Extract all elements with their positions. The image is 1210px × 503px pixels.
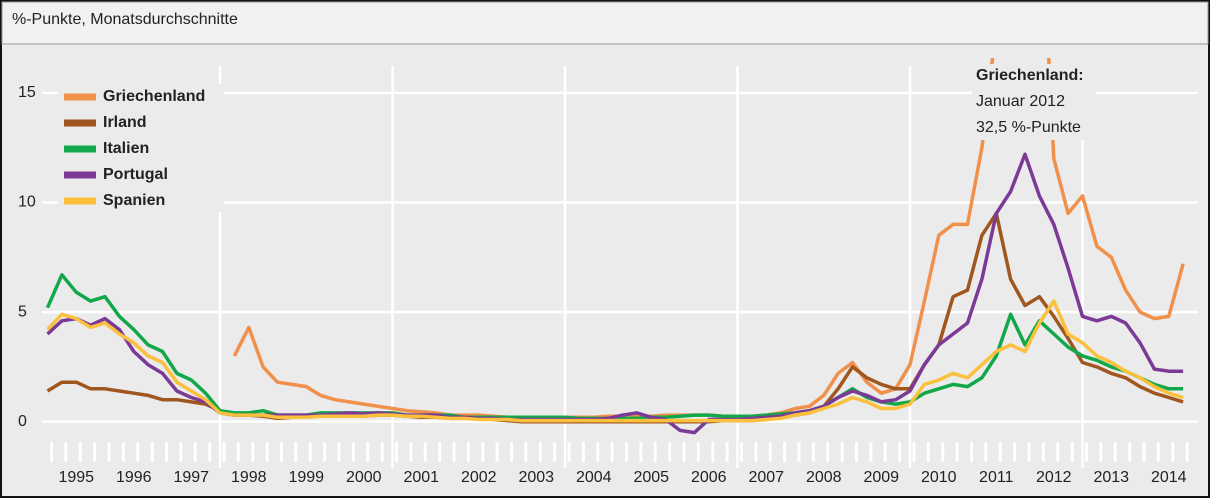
x-tick-label: 1998: [231, 469, 267, 486]
header-bar: [1, 1, 1209, 45]
x-tick-label: 2012: [1036, 469, 1072, 486]
annotation-text: 32,5 %-Punkte: [976, 119, 1081, 136]
x-tick-label: 2010: [921, 469, 957, 486]
x-tick-label: 1995: [58, 469, 94, 486]
x-tick-label: 2003: [518, 469, 554, 486]
series-line: [46, 299, 1184, 423]
x-tick-label: 2009: [863, 469, 899, 486]
annotation: Griechenland: Januar 2012 32,5 %-Punkte: [972, 64, 1096, 140]
x-tick-label: 2004: [576, 469, 612, 486]
legend: Griechenland Irland Italien Portugal Spanien: [58, 84, 224, 212]
y-tick-label: 15: [18, 84, 36, 101]
y-tick-label: 5: [18, 303, 27, 320]
annotation-bg: [972, 64, 1096, 140]
x-tick-label: 2002: [461, 469, 497, 486]
x-tick-label: 2013: [1093, 469, 1129, 486]
annotation-title: Griechenland:: [976, 67, 1084, 84]
x-tick-label: 1999: [288, 469, 324, 486]
legend-label: Italien: [103, 140, 149, 157]
y-tick-label: 10: [18, 194, 36, 211]
subtitle: %-Punkte, Monatsdurchschnitte: [12, 11, 238, 28]
y-tick-label: 0: [18, 413, 27, 430]
legend-label: Portugal: [103, 166, 168, 183]
x-tick-label: 2011: [979, 469, 1014, 486]
annotation-text: Januar 2012: [976, 93, 1065, 110]
lines: [45, 58, 1185, 435]
x-tick-label: 2006: [691, 469, 727, 486]
x-tick-label: 1997: [173, 469, 209, 486]
legend-label: Spanien: [103, 192, 165, 209]
x-tick-label: 2000: [346, 469, 382, 486]
x-tick-label: 2007: [748, 469, 784, 486]
x-tick-label: 1996: [116, 469, 152, 486]
legend-label: Griechenland: [103, 88, 205, 105]
x-tick-label: 2005: [633, 469, 669, 486]
legend-label: Irland: [103, 114, 147, 131]
x-tick-label: 2001: [403, 469, 439, 486]
x-tick-label: 2014: [1151, 469, 1187, 486]
x-tick-label: 2008: [806, 469, 842, 486]
